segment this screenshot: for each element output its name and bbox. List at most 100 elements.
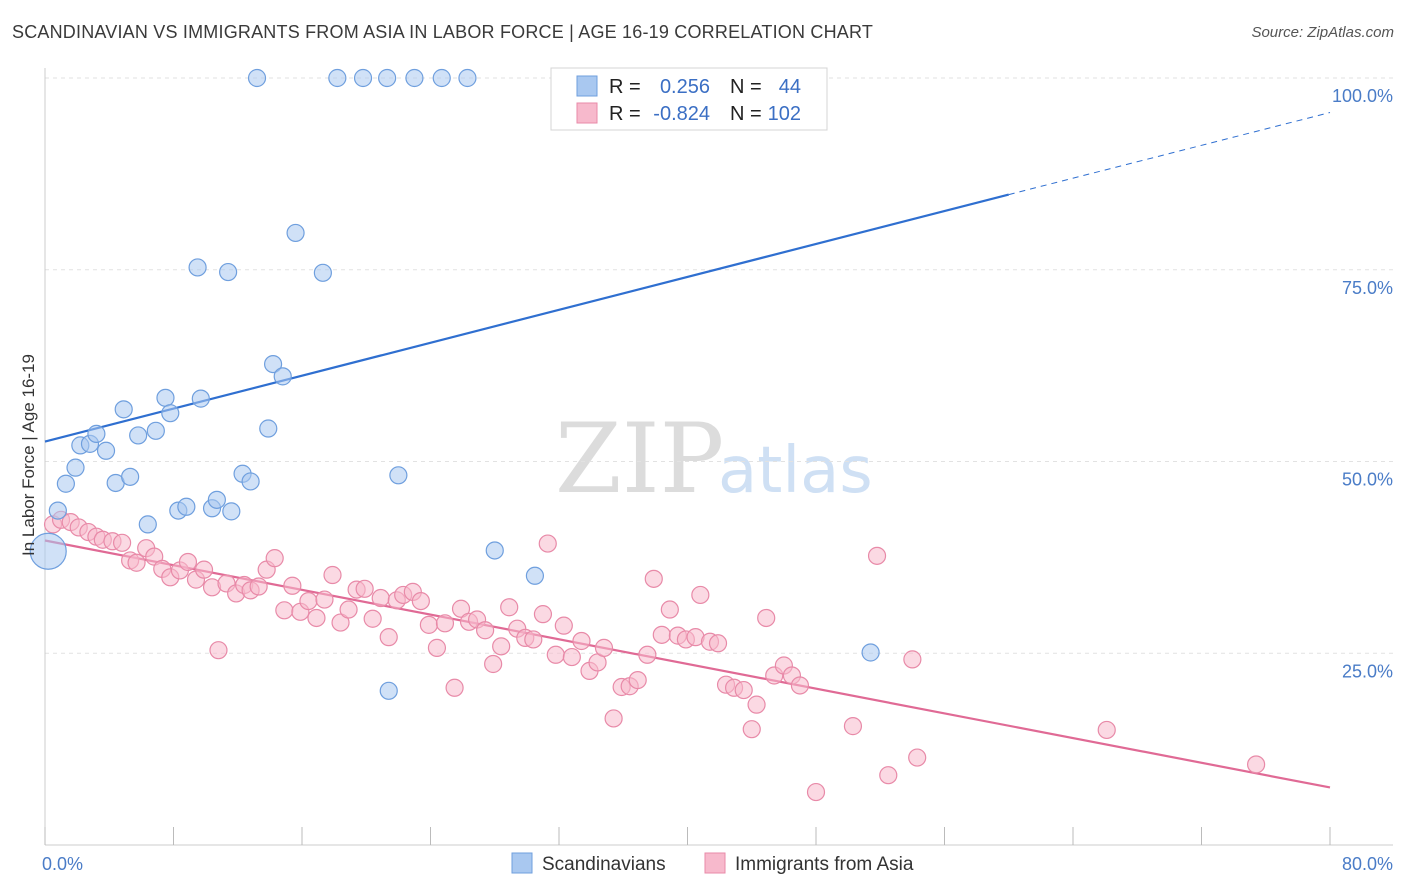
data-point — [660, 600, 679, 619]
data-point — [389, 466, 408, 485]
data-point — [861, 643, 880, 662]
data-point — [353, 68, 373, 88]
data-point — [554, 616, 573, 635]
data-point — [222, 502, 241, 521]
data-point — [458, 68, 477, 88]
data-point — [652, 625, 671, 644]
data-point — [525, 566, 545, 585]
legend-swatch-immigrants-asia — [576, 102, 598, 124]
data-point — [48, 501, 67, 520]
series-legend-label-immigrants-asia: Immigrants from Asia — [735, 854, 914, 875]
data-point — [742, 720, 761, 739]
data-point — [259, 419, 278, 438]
data-point — [1097, 720, 1116, 740]
data-point — [114, 400, 133, 419]
data-point — [484, 654, 503, 674]
data-point — [263, 354, 283, 374]
series-legend-swatch-scandinavians — [511, 852, 533, 874]
grid-lines — [45, 77, 1393, 654]
data-point — [485, 541, 504, 560]
data-point — [29, 532, 67, 570]
data-point — [734, 680, 753, 700]
data-point — [331, 613, 350, 632]
data-point — [66, 458, 85, 477]
data-point — [562, 647, 581, 667]
data-point — [178, 552, 198, 572]
data-point — [299, 591, 318, 611]
data-point — [790, 676, 810, 695]
data-point — [146, 421, 165, 440]
data-point — [249, 577, 268, 596]
data-point — [435, 614, 455, 633]
legend-r-label: R = — [609, 103, 641, 125]
y-tick-label: 100.0% — [1332, 86, 1393, 106]
data-point — [476, 621, 495, 640]
data-point — [628, 670, 647, 690]
data-point — [572, 631, 591, 651]
data-point — [378, 68, 397, 88]
data-point — [405, 68, 424, 88]
data-point — [879, 766, 898, 785]
y-axis-label: In Labor Force | Age 16-19 — [19, 354, 38, 556]
data-point — [747, 695, 766, 714]
data-point — [806, 782, 826, 802]
data-point — [188, 258, 207, 277]
data-point — [644, 569, 663, 588]
chart-source: Source: ZipAtlas.com — [1251, 24, 1394, 41]
data-point — [112, 533, 132, 552]
watermark-zip: ZIP — [555, 403, 724, 515]
data-point — [371, 588, 390, 608]
data-point — [533, 605, 553, 624]
data-point — [445, 678, 464, 697]
data-point — [307, 608, 326, 628]
data-point — [127, 553, 146, 572]
data-point — [1247, 755, 1266, 774]
data-point — [903, 650, 922, 669]
data-point — [379, 628, 398, 647]
chart-title: SCANDINAVIAN VS IMMIGRANTS FROM ASIA IN … — [12, 22, 874, 42]
x-tick-label-max: 80.0% — [1342, 854, 1393, 874]
data-point — [363, 609, 382, 628]
data-point — [275, 601, 294, 620]
data-point — [843, 717, 863, 736]
legend-n-value-scandinavians: 44 — [779, 76, 801, 98]
data-point — [323, 565, 342, 585]
data-point — [121, 467, 140, 486]
data-point — [56, 474, 75, 493]
data-point — [638, 645, 657, 664]
data-point — [594, 638, 614, 657]
data-point — [432, 68, 451, 88]
legend-r-label: R = — [609, 76, 641, 98]
data-point — [313, 263, 332, 282]
data-point — [451, 599, 471, 618]
data-point — [492, 637, 511, 656]
data-point — [129, 426, 148, 445]
y-tick-labels: 25.0% 50.0% 75.0% 100.0% — [1332, 86, 1393, 681]
data-point — [427, 638, 447, 657]
data-point — [411, 591, 430, 611]
data-point — [207, 490, 226, 509]
data-point — [419, 615, 438, 634]
data-point — [138, 515, 157, 534]
y-tick-label: 75.0% — [1342, 278, 1393, 298]
watermark-atlas: atlas — [718, 434, 873, 508]
legend-n-value-immigrants-asia: 102 — [768, 103, 801, 125]
data-point — [247, 68, 267, 88]
y-tick-label: 25.0% — [1342, 661, 1393, 681]
data-point — [546, 645, 565, 664]
data-point — [265, 549, 284, 568]
data-point — [241, 472, 260, 491]
data-point — [524, 630, 543, 649]
data-point — [177, 497, 196, 516]
data-point — [87, 424, 106, 443]
data-point — [286, 223, 305, 243]
data-point — [161, 404, 180, 423]
data-point — [283, 576, 302, 595]
legend-swatch-scandinavians — [576, 75, 598, 97]
trend-line-1 — [44, 539, 1331, 789]
legend-r-value-scandinavians: 0.256 — [660, 76, 710, 98]
data-point — [500, 598, 519, 617]
data-point — [315, 590, 334, 609]
legend-r-value-immigrants-asia: -0.824 — [653, 103, 710, 125]
